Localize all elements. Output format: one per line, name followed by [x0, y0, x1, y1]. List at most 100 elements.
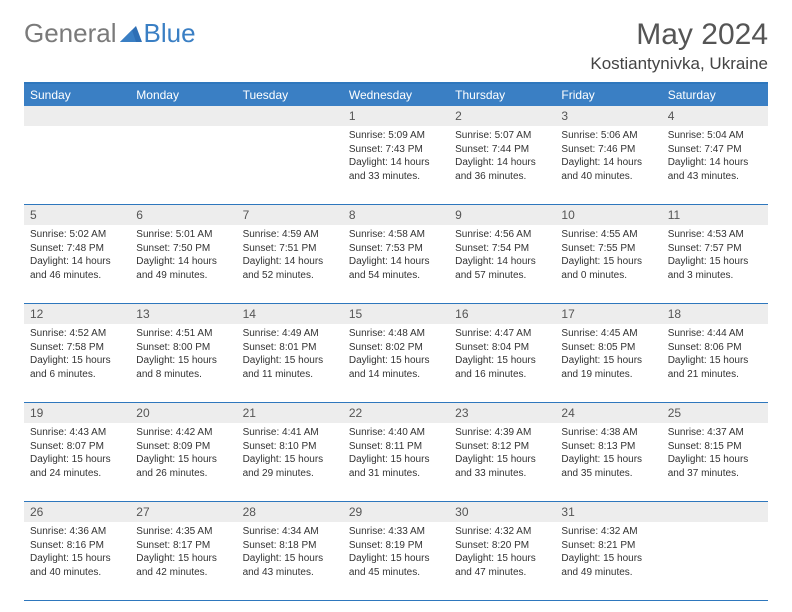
week-row: Sunrise: 4:52 AMSunset: 7:58 PMDaylight:… — [24, 324, 768, 403]
day-cell: Sunrise: 4:59 AMSunset: 7:51 PMDaylight:… — [237, 225, 343, 303]
day-cell — [130, 126, 236, 204]
day-number-row: 567891011 — [24, 205, 768, 225]
day-detail: Sunrise: 5:04 AMSunset: 7:47 PMDaylight:… — [668, 129, 762, 183]
day-detail: Sunrise: 4:42 AMSunset: 8:09 PMDaylight:… — [136, 426, 230, 480]
day-cell: Sunrise: 4:40 AMSunset: 8:11 PMDaylight:… — [343, 423, 449, 501]
day-cell: Sunrise: 4:32 AMSunset: 8:20 PMDaylight:… — [449, 522, 555, 600]
day-detail: Sunrise: 4:58 AMSunset: 7:53 PMDaylight:… — [349, 228, 443, 282]
week-row: Sunrise: 5:09 AMSunset: 7:43 PMDaylight:… — [24, 126, 768, 205]
day-detail: Sunrise: 4:47 AMSunset: 8:04 PMDaylight:… — [455, 327, 549, 381]
day-cell: Sunrise: 4:51 AMSunset: 8:00 PMDaylight:… — [130, 324, 236, 402]
day-number: 20 — [130, 403, 236, 423]
day-cell: Sunrise: 4:36 AMSunset: 8:16 PMDaylight:… — [24, 522, 130, 600]
day-number: 11 — [662, 205, 768, 225]
day-number: 6 — [130, 205, 236, 225]
day-cell: Sunrise: 4:49 AMSunset: 8:01 PMDaylight:… — [237, 324, 343, 402]
day-detail: Sunrise: 4:41 AMSunset: 8:10 PMDaylight:… — [243, 426, 337, 480]
day-detail: Sunrise: 5:09 AMSunset: 7:43 PMDaylight:… — [349, 129, 443, 183]
day-detail: Sunrise: 4:43 AMSunset: 8:07 PMDaylight:… — [30, 426, 124, 480]
day-cell: Sunrise: 4:44 AMSunset: 8:06 PMDaylight:… — [662, 324, 768, 402]
day-detail: Sunrise: 4:52 AMSunset: 7:58 PMDaylight:… — [30, 327, 124, 381]
day-detail: Sunrise: 4:40 AMSunset: 8:11 PMDaylight:… — [349, 426, 443, 480]
day-number: 12 — [24, 304, 130, 324]
day-detail: Sunrise: 4:53 AMSunset: 7:57 PMDaylight:… — [668, 228, 762, 282]
day-detail: Sunrise: 4:56 AMSunset: 7:54 PMDaylight:… — [455, 228, 549, 282]
day-number: 15 — [343, 304, 449, 324]
day-number: 8 — [343, 205, 449, 225]
day-number: 29 — [343, 502, 449, 522]
weeks-container: 1234Sunrise: 5:09 AMSunset: 7:43 PMDayli… — [24, 106, 768, 601]
day-number: 4 — [662, 106, 768, 126]
day-number: 17 — [555, 304, 661, 324]
day-cell: Sunrise: 4:47 AMSunset: 8:04 PMDaylight:… — [449, 324, 555, 402]
day-number: 10 — [555, 205, 661, 225]
day-number: 18 — [662, 304, 768, 324]
day-cell: Sunrise: 4:39 AMSunset: 8:12 PMDaylight:… — [449, 423, 555, 501]
day-detail: Sunrise: 4:45 AMSunset: 8:05 PMDaylight:… — [561, 327, 655, 381]
day-detail: Sunrise: 4:37 AMSunset: 8:15 PMDaylight:… — [668, 426, 762, 480]
day-number-row: 12131415161718 — [24, 304, 768, 324]
day-detail: Sunrise: 4:34 AMSunset: 8:18 PMDaylight:… — [243, 525, 337, 579]
day-cell: Sunrise: 4:56 AMSunset: 7:54 PMDaylight:… — [449, 225, 555, 303]
day-number: 13 — [130, 304, 236, 324]
day-detail: Sunrise: 4:48 AMSunset: 8:02 PMDaylight:… — [349, 327, 443, 381]
day-cell: Sunrise: 4:37 AMSunset: 8:15 PMDaylight:… — [662, 423, 768, 501]
weekday-header-cell: Tuesday — [237, 84, 343, 106]
brand-part2: Blue — [144, 18, 196, 49]
day-detail: Sunrise: 4:36 AMSunset: 8:16 PMDaylight:… — [30, 525, 124, 579]
day-cell: Sunrise: 5:02 AMSunset: 7:48 PMDaylight:… — [24, 225, 130, 303]
day-cell: Sunrise: 4:55 AMSunset: 7:55 PMDaylight:… — [555, 225, 661, 303]
calendar-grid: SundayMondayTuesdayWednesdayThursdayFrid… — [24, 82, 768, 601]
location-label: Kostiantynivka, Ukraine — [590, 54, 768, 74]
day-detail: Sunrise: 4:35 AMSunset: 8:17 PMDaylight:… — [136, 525, 230, 579]
day-number — [130, 106, 236, 126]
day-cell: Sunrise: 4:42 AMSunset: 8:09 PMDaylight:… — [130, 423, 236, 501]
day-number: 31 — [555, 502, 661, 522]
day-detail: Sunrise: 4:49 AMSunset: 8:01 PMDaylight:… — [243, 327, 337, 381]
day-detail: Sunrise: 4:55 AMSunset: 7:55 PMDaylight:… — [561, 228, 655, 282]
weekday-header-cell: Sunday — [24, 84, 130, 106]
day-cell: Sunrise: 4:32 AMSunset: 8:21 PMDaylight:… — [555, 522, 661, 600]
day-number-row: 262728293031 — [24, 502, 768, 522]
day-detail: Sunrise: 4:32 AMSunset: 8:20 PMDaylight:… — [455, 525, 549, 579]
day-cell: Sunrise: 4:52 AMSunset: 7:58 PMDaylight:… — [24, 324, 130, 402]
month-title: May 2024 — [590, 18, 768, 52]
day-cell: Sunrise: 4:45 AMSunset: 8:05 PMDaylight:… — [555, 324, 661, 402]
weekday-header-cell: Monday — [130, 84, 236, 106]
day-number: 1 — [343, 106, 449, 126]
day-detail: Sunrise: 5:06 AMSunset: 7:46 PMDaylight:… — [561, 129, 655, 183]
day-number: 19 — [24, 403, 130, 423]
day-detail: Sunrise: 5:02 AMSunset: 7:48 PMDaylight:… — [30, 228, 124, 282]
weekday-header-cell: Wednesday — [343, 84, 449, 106]
week-row: Sunrise: 4:36 AMSunset: 8:16 PMDaylight:… — [24, 522, 768, 601]
day-cell: Sunrise: 4:33 AMSunset: 8:19 PMDaylight:… — [343, 522, 449, 600]
day-detail: Sunrise: 4:51 AMSunset: 8:00 PMDaylight:… — [136, 327, 230, 381]
brand-logo: General Blue — [24, 18, 196, 49]
day-number: 30 — [449, 502, 555, 522]
day-detail: Sunrise: 5:01 AMSunset: 7:50 PMDaylight:… — [136, 228, 230, 282]
day-number: 23 — [449, 403, 555, 423]
day-number-row: 19202122232425 — [24, 403, 768, 423]
day-cell: Sunrise: 4:43 AMSunset: 8:07 PMDaylight:… — [24, 423, 130, 501]
day-number — [237, 106, 343, 126]
day-cell: Sunrise: 5:09 AMSunset: 7:43 PMDaylight:… — [343, 126, 449, 204]
week-row: Sunrise: 5:02 AMSunset: 7:48 PMDaylight:… — [24, 225, 768, 304]
day-detail: Sunrise: 4:44 AMSunset: 8:06 PMDaylight:… — [668, 327, 762, 381]
day-cell: Sunrise: 4:48 AMSunset: 8:02 PMDaylight:… — [343, 324, 449, 402]
day-number: 14 — [237, 304, 343, 324]
day-cell: Sunrise: 4:38 AMSunset: 8:13 PMDaylight:… — [555, 423, 661, 501]
day-number: 27 — [130, 502, 236, 522]
day-cell: Sunrise: 5:04 AMSunset: 7:47 PMDaylight:… — [662, 126, 768, 204]
day-number-row: 1234 — [24, 106, 768, 126]
day-cell: Sunrise: 4:58 AMSunset: 7:53 PMDaylight:… — [343, 225, 449, 303]
day-number: 24 — [555, 403, 661, 423]
day-number: 7 — [237, 205, 343, 225]
day-detail: Sunrise: 5:07 AMSunset: 7:44 PMDaylight:… — [455, 129, 549, 183]
day-number: 21 — [237, 403, 343, 423]
day-detail: Sunrise: 4:38 AMSunset: 8:13 PMDaylight:… — [561, 426, 655, 480]
title-block: May 2024 Kostiantynivka, Ukraine — [590, 18, 768, 74]
day-detail: Sunrise: 4:33 AMSunset: 8:19 PMDaylight:… — [349, 525, 443, 579]
day-number: 28 — [237, 502, 343, 522]
day-cell — [24, 126, 130, 204]
day-cell — [662, 522, 768, 600]
